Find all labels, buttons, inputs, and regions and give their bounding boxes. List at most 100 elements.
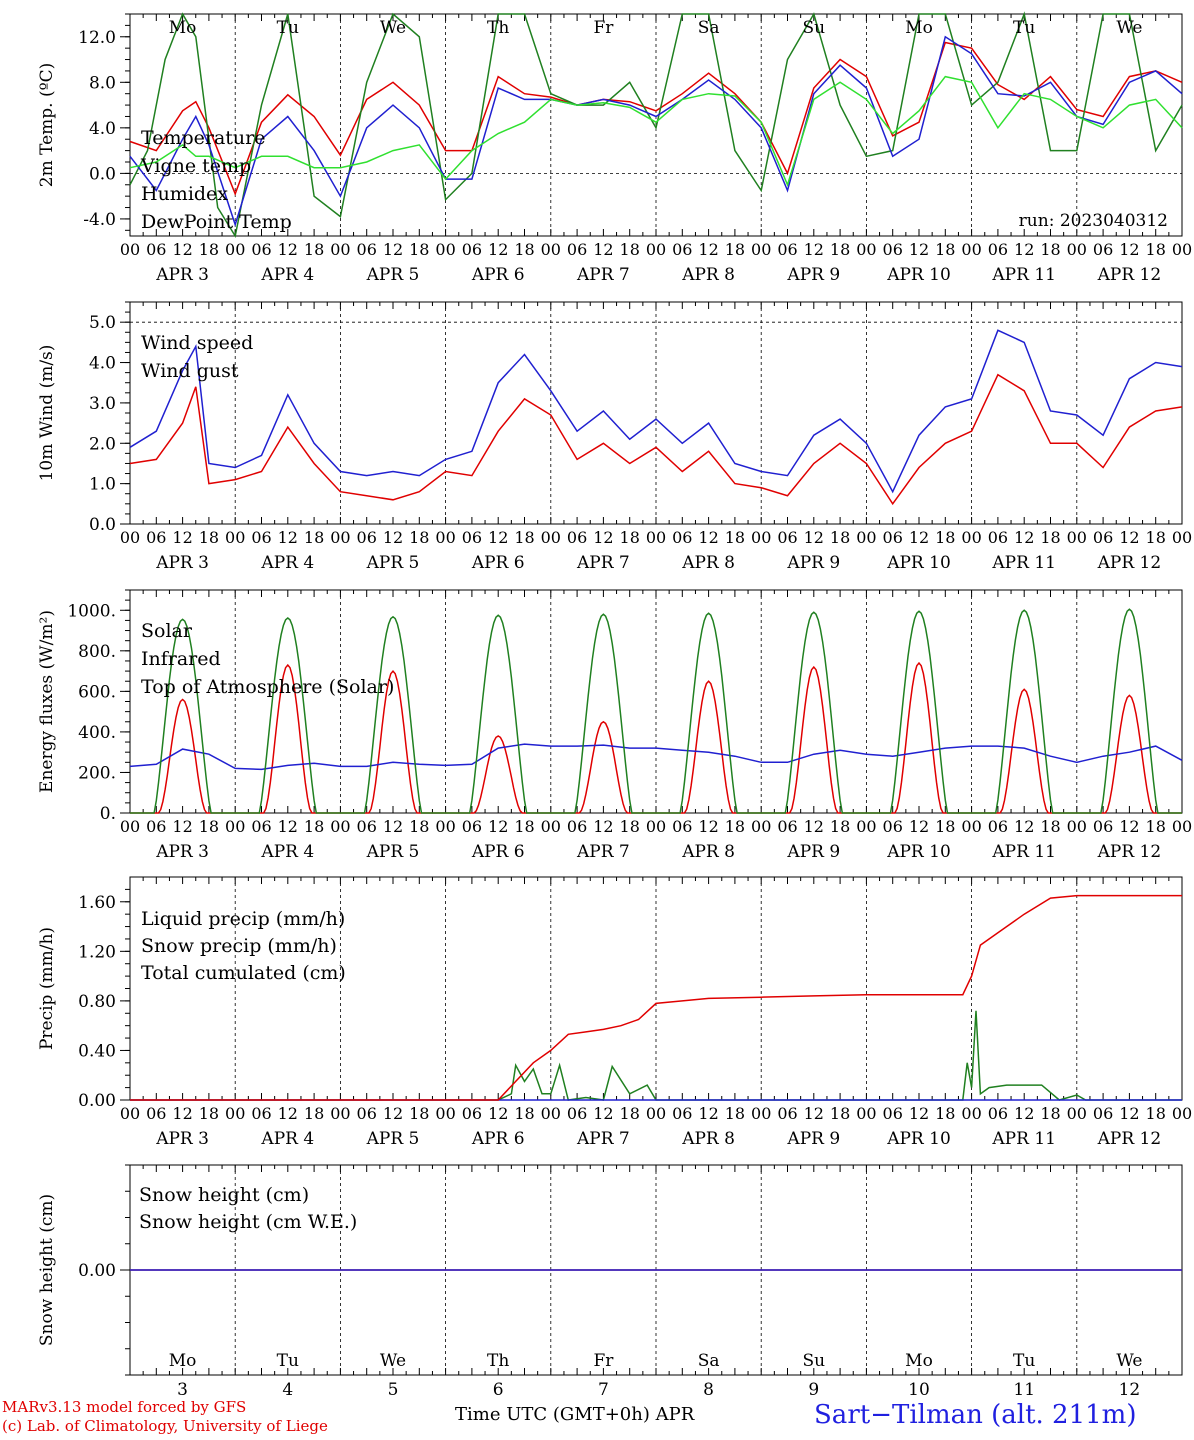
x-day-label: APR 7: [576, 842, 630, 862]
x-hour-label: 00: [856, 1104, 876, 1123]
x-hour-label: 06: [777, 528, 797, 547]
x-hour-label: 00: [1067, 1104, 1087, 1123]
weekday-label: Mo: [905, 18, 933, 38]
legend-entry: Humidex: [141, 183, 228, 205]
series-line-4-3: [130, 894, 1182, 1101]
x-hour-label: 12: [593, 817, 613, 836]
x-hour-label: 12: [278, 240, 298, 259]
x-hour-label: 06: [672, 240, 692, 259]
x-hour-label: 12: [1119, 240, 1139, 259]
x-hour-label: 18: [199, 528, 219, 547]
x-hour-label: 06: [883, 817, 903, 836]
legend-entry: Snow precip (mm/h): [141, 935, 337, 957]
x-hour-label: 12: [698, 528, 718, 547]
x-day-label: APR 8: [681, 265, 735, 285]
y-axis-label: Precip (mm/h): [37, 927, 57, 1050]
y-tick-label: 0.0: [89, 164, 116, 184]
x-hour-label: 12: [909, 528, 929, 547]
x-hour-label: 00: [225, 528, 245, 547]
series-line-2-1: [129, 373, 1183, 506]
x-hour-label: 06: [357, 528, 377, 547]
x-hour-label: 06: [251, 817, 271, 836]
day-number-label: 3: [177, 1380, 188, 1400]
x-hour-label: 18: [514, 1104, 534, 1123]
x-hour-label: 06: [146, 817, 166, 836]
x-hour-label: 12: [593, 240, 613, 259]
x-day-label: APR 9: [786, 553, 840, 573]
panel-4: [120, 876, 1183, 1101]
x-hour-label: 06: [672, 528, 692, 547]
x-day-label: APR 5: [366, 553, 420, 573]
y-tick-label: 800.: [78, 642, 116, 662]
x-day-label: APR 12: [1097, 1129, 1162, 1149]
x-hour-label: 18: [620, 240, 640, 259]
y-tick-label: 1000.: [67, 601, 116, 621]
x-hour-label: 00: [1067, 240, 1087, 259]
x-hour-label: 18: [304, 1104, 324, 1123]
x-day-label: APR 4: [260, 553, 314, 573]
x-hour-label: 12: [804, 817, 824, 836]
x-hour-label: 00: [856, 240, 876, 259]
model-credit: MARv3.13 model forced by GFS (c) Lab. of…: [2, 1398, 328, 1436]
x-hour-label: 00: [120, 1104, 140, 1123]
x-day-label: APR 8: [681, 842, 735, 862]
weekday-label: Tu: [277, 18, 299, 38]
x-hour-label: 18: [830, 817, 850, 836]
x-hour-label: 00: [541, 240, 561, 259]
x-day-label: APR 4: [260, 1129, 314, 1149]
day-number-label: 9: [808, 1380, 819, 1400]
x-hour-label: 00: [961, 817, 981, 836]
x-day-label: APR 5: [366, 1129, 420, 1149]
x-day-label: APR 12: [1097, 842, 1162, 862]
legend-entry: Infrared: [141, 648, 221, 670]
x-day-label: APR 12: [1097, 265, 1162, 285]
x-day-label: APR 3: [155, 553, 209, 573]
x-hour-label: 12: [1119, 528, 1139, 547]
x-hour-label: 06: [146, 1104, 166, 1123]
x-hour-label: 06: [251, 1104, 271, 1123]
legend-entry: Total cumulated (cm): [141, 962, 346, 984]
x-hour-label: 06: [567, 240, 587, 259]
x-hour-label: 06: [567, 528, 587, 547]
x-hour-label: 18: [514, 528, 534, 547]
x-hour-label: 12: [804, 1104, 824, 1123]
x-hour-label: 12: [804, 528, 824, 547]
x-hour-label: 12: [698, 817, 718, 836]
x-hour-label: 18: [1040, 240, 1060, 259]
y-tick-label: 1.0: [89, 475, 116, 495]
x-day-label: APR 3: [155, 842, 209, 862]
x-hour-label: 18: [830, 240, 850, 259]
x-hour-label: 00: [435, 1104, 455, 1123]
y-tick-label: 5.0: [89, 313, 116, 333]
series-line-3-2: [129, 743, 1183, 771]
x-hour-label: 06: [462, 1104, 482, 1123]
x-hour-label: 00: [1067, 528, 1087, 547]
y-axis-label: Snow height (cm): [37, 1194, 57, 1346]
panel-1: [120, 11, 1183, 239]
day-number-label: 11: [1013, 1380, 1035, 1400]
weekday-label: Sa: [698, 1351, 720, 1371]
x-hour-label: 06: [251, 240, 271, 259]
x-hour-label: 18: [620, 817, 640, 836]
x-hour-label: 12: [1014, 817, 1034, 836]
x-hour-label: 00: [646, 817, 666, 836]
x-hour-label: 06: [1093, 528, 1113, 547]
x-hour-label: 12: [172, 1104, 192, 1123]
x-day-label: APR 7: [576, 553, 630, 573]
x-hour-label: 00: [225, 817, 245, 836]
x-hour-label: 00: [1172, 240, 1192, 259]
x-hour-label: 00: [646, 240, 666, 259]
y-axis-label: 10m Wind (m/s): [37, 345, 57, 482]
x-hour-label: 12: [383, 240, 403, 259]
x-hour-label: 12: [488, 528, 508, 547]
day-number-label: 12: [1119, 1380, 1141, 1400]
weekday-label: We: [380, 18, 406, 38]
x-hour-label: 00: [330, 1104, 350, 1123]
y-tick-label: 3.0: [89, 394, 116, 414]
x-hour-label: 12: [698, 1104, 718, 1123]
weekday-label: Tu: [277, 1351, 299, 1371]
y-tick-label: 4.0: [89, 119, 116, 139]
y-tick-label: 400.: [78, 723, 116, 743]
x-hour-label: 06: [777, 817, 797, 836]
x-hour-label: 18: [1146, 1104, 1166, 1123]
